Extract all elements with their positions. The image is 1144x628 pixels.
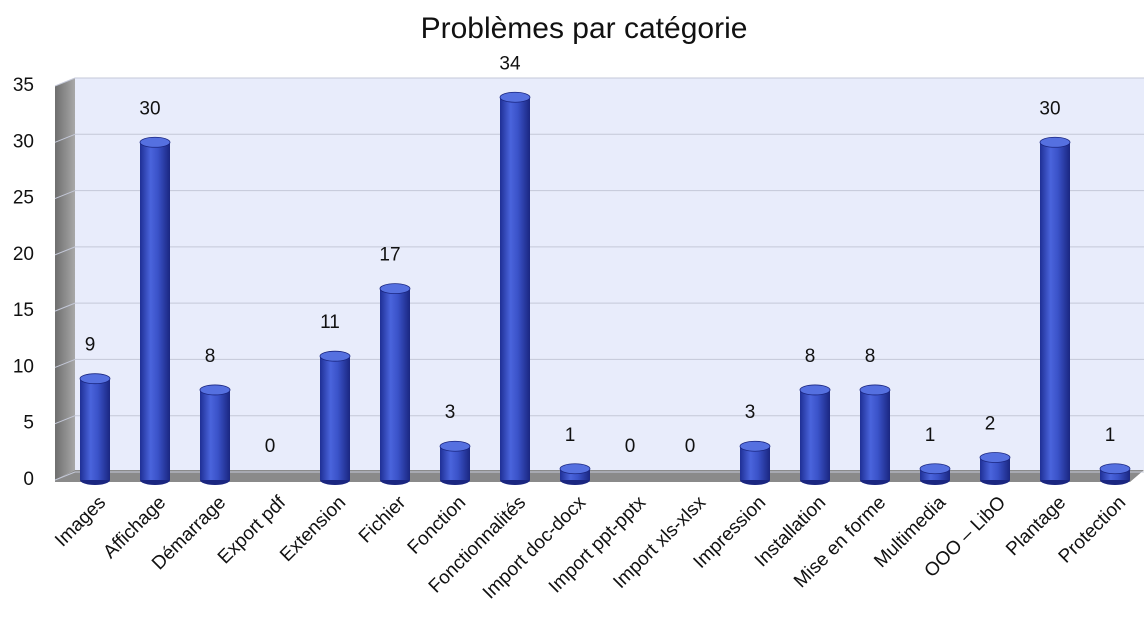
bar — [920, 468, 950, 480]
bar-top — [439, 440, 471, 452]
value-label: 1 — [925, 425, 936, 446]
bar-top — [499, 91, 531, 103]
bar-top — [199, 384, 231, 396]
bar-top — [979, 452, 1011, 463]
bar-top — [379, 283, 411, 295]
y-tick-label: 15 — [13, 300, 34, 321]
bar-top — [1039, 136, 1071, 148]
chart-title: Problèmes par catégorie — [421, 12, 748, 45]
x-tick-label: Images — [51, 492, 110, 551]
bar — [80, 378, 110, 480]
value-label: 8 — [205, 346, 216, 367]
grid-line-side — [54, 415, 76, 425]
bar-top — [319, 350, 351, 362]
y-tick-label: 0 — [23, 469, 34, 490]
bar-top — [799, 384, 831, 396]
x-tick-label: Extension — [276, 492, 350, 566]
bar — [860, 389, 890, 480]
bar-top — [919, 463, 951, 475]
bar — [440, 446, 470, 480]
grid-line-side — [54, 246, 76, 256]
y-tick-label: 25 — [13, 188, 34, 209]
value-label: 11 — [320, 312, 340, 333]
bar — [1040, 142, 1070, 481]
bar — [560, 468, 590, 480]
y-tick-label: 5 — [23, 413, 34, 434]
bar-top — [139, 136, 171, 148]
value-label: 0 — [685, 436, 696, 457]
bar — [800, 389, 830, 480]
value-label: 3 — [745, 402, 756, 423]
bar — [320, 356, 350, 480]
value-label: 30 — [1039, 98, 1060, 119]
bar-top — [559, 463, 591, 475]
value-label: 1 — [565, 425, 576, 446]
value-label: 8 — [865, 346, 876, 367]
bar — [980, 457, 1010, 480]
back-wall — [75, 78, 1144, 470]
grid-line-side — [54, 77, 76, 87]
y-tick-label: 10 — [13, 356, 34, 377]
value-label: 0 — [625, 436, 636, 457]
bar-top — [859, 384, 891, 396]
bar — [140, 142, 170, 481]
value-label: 34 — [499, 53, 521, 74]
grid-line-side — [54, 471, 76, 481]
value-label: 17 — [379, 245, 400, 266]
value-label: 3 — [445, 402, 456, 423]
value-label: 1 — [1105, 425, 1116, 446]
y-tick-label: 30 — [13, 131, 34, 152]
bar — [200, 389, 230, 480]
value-label: 9 — [85, 335, 96, 356]
x-tick-label: Import doc-docx — [479, 492, 591, 604]
bar — [1100, 468, 1130, 480]
grid-line-side — [54, 358, 76, 368]
grid-line-side — [54, 190, 76, 200]
value-label: 30 — [139, 98, 160, 119]
bar-top — [1099, 463, 1131, 475]
grid-line-side — [54, 133, 76, 143]
value-label: 8 — [805, 346, 816, 367]
x-tick-label: Fichier — [355, 492, 411, 548]
y-tick-label: 20 — [13, 244, 34, 265]
bar-top — [79, 373, 111, 385]
bar — [500, 97, 530, 480]
side-wall — [55, 78, 75, 480]
bar-top — [739, 440, 771, 452]
grid-line-side — [54, 302, 76, 312]
value-label: 0 — [265, 436, 276, 457]
bar — [740, 446, 770, 480]
value-label: 2 — [985, 414, 996, 435]
bar — [380, 288, 410, 480]
y-tick-label: 35 — [13, 75, 34, 96]
